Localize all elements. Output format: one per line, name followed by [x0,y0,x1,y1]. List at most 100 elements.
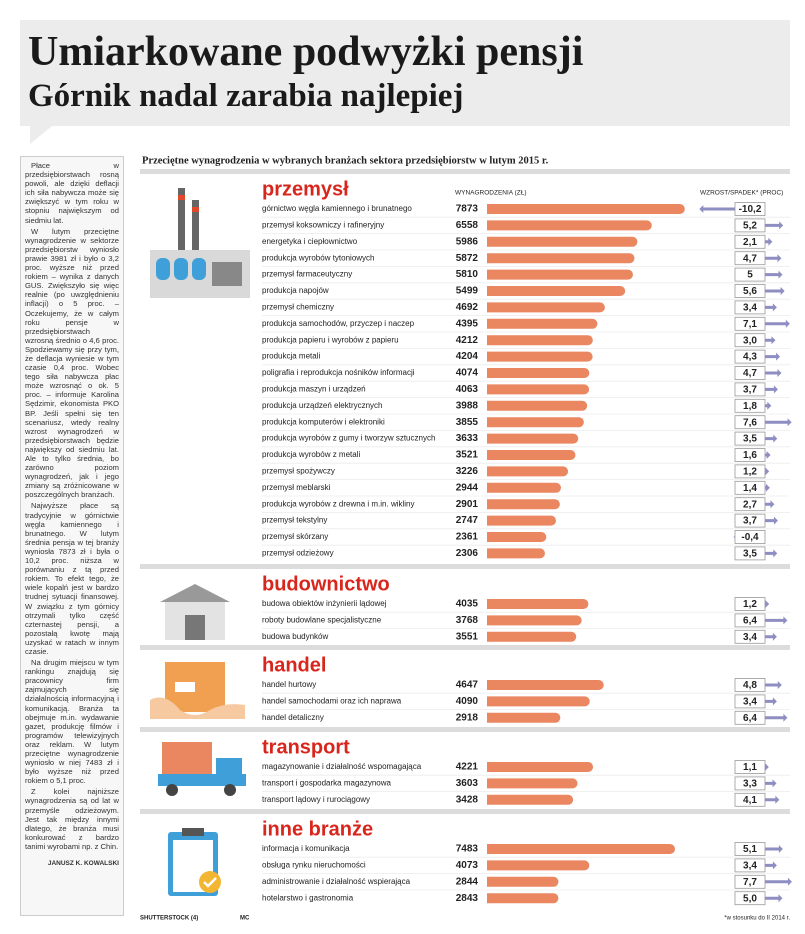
change-box [734,448,766,462]
change-arrow [765,549,778,558]
change-box [734,530,766,544]
change-box [734,218,766,233]
change-box [734,629,766,644]
change-label: 2,1 [743,237,757,248]
paragraph: Najwyższe płace są tradycyjnie w górnict… [25,501,119,656]
change-box [734,234,766,249]
category-label: handel hurtowy [262,680,316,689]
bar [487,286,626,296]
change-arrow [765,319,790,328]
change-box [734,842,766,856]
value-label: 4073 [456,860,479,871]
value-label: 3428 [456,794,479,805]
value-label: 2844 [456,876,479,887]
change-label: 1,1 [743,762,757,773]
change-box [734,858,766,873]
paragraph: Płace w przedsiębiorstwach rosną powoli,… [25,161,119,225]
value-label: 4204 [456,351,479,362]
category-label: górnictwo węgla kamiennego i brunatnego [262,204,412,213]
value-label: 4074 [456,368,479,379]
section-band [140,809,790,814]
change-label: 7,1 [743,319,757,330]
change-box [734,891,766,906]
bar [487,778,578,789]
change-arrow [765,877,792,886]
change-arrow [699,205,735,213]
change-label: -10,2 [739,204,762,215]
category-label: produkcja wyrobów z metali [262,450,360,459]
change-label: 3,4 [743,632,757,643]
category-label: roboty budowlane specjalistyczne [262,616,382,625]
subtitle: Górnik nadal zarabia najlepiej [28,78,464,114]
category-label: poligrafia i reprodukcja nośników inform… [262,368,415,377]
value-label: 3226 [456,466,479,477]
category-label: produkcja papieru i wyrobów z papieru [262,335,399,344]
category-label: produkcja urządzeń elektrycznych [262,401,383,410]
category-label: przemysł chemiczny [262,303,334,312]
value-label: 5872 [456,253,479,264]
category-label: przemysł meblarski [262,483,331,492]
value-label: 4063 [456,384,479,395]
section-band [140,645,790,650]
change-arrow [765,303,777,312]
change-box [734,398,766,413]
category-label: produkcja samochodów, przyczep i naczep [262,319,415,328]
value-label: 3603 [456,778,479,789]
credit: SHUTTERSTOCK (4) [140,916,198,922]
value-label: 2361 [456,532,479,543]
value-label: 2944 [456,482,479,493]
bar [486,696,590,707]
value-header: WYNAGRODZENIA (ZŁ) [455,190,527,197]
category-label: przemysł koksowniczy i rafineryjny [262,221,384,230]
paragraph: Z kolei najniższe wynagrodzenia są od la… [25,787,119,851]
article: Płace w przedsiębiorstwach rosną powoli,… [20,156,124,916]
bar [487,204,685,214]
change-box [734,300,766,315]
change-arrow [765,616,788,625]
title: Umiarkowane podwyżki pensji [28,29,584,75]
change-box [734,202,766,216]
speech-tail [30,126,52,144]
change-arrow [765,401,772,410]
bar [487,712,561,723]
change-box [734,284,766,298]
section-band [140,727,790,732]
change-arrow [765,681,782,689]
change-arrow [765,845,783,853]
change-box [734,464,766,479]
change-arrow [765,434,778,443]
change-box [734,349,766,364]
value-label: 4221 [456,762,479,773]
value-label: 4090 [456,696,479,707]
category-label: produkcja wyrobów z drewna i m.in. wikli… [262,499,415,508]
change-arrow [765,483,770,492]
truck-icon [158,742,246,796]
change-label: 5,0 [743,893,757,904]
value-label: 4395 [456,318,479,329]
bar [487,318,598,329]
value-label: 5810 [456,269,479,280]
change-box [734,760,766,774]
bar [487,762,594,772]
factory-icon [150,188,250,298]
change-label: 4,8 [743,680,757,691]
bar [487,253,635,264]
change-arrow [765,861,777,870]
change-box [734,366,766,380]
footnote: *w stosunku do II 2014 r. [724,916,790,922]
category-label: produkcja komputerów i elektroniki [262,417,385,426]
bar [487,384,590,395]
value-label: 3988 [456,400,479,411]
section-title: handel [262,654,326,676]
change-arrow [765,254,782,263]
clipboard-icon [168,828,221,896]
section-band [140,169,790,174]
change-arrow [765,795,780,804]
category-label: transport i gospodarka magazynowa [262,779,392,788]
change-header: WZROST/SPADEK* (PROC) [700,190,783,197]
change-arrow [764,763,769,771]
change-arrow [765,385,778,394]
change-box [734,431,766,446]
value-label: 2918 [456,712,479,723]
